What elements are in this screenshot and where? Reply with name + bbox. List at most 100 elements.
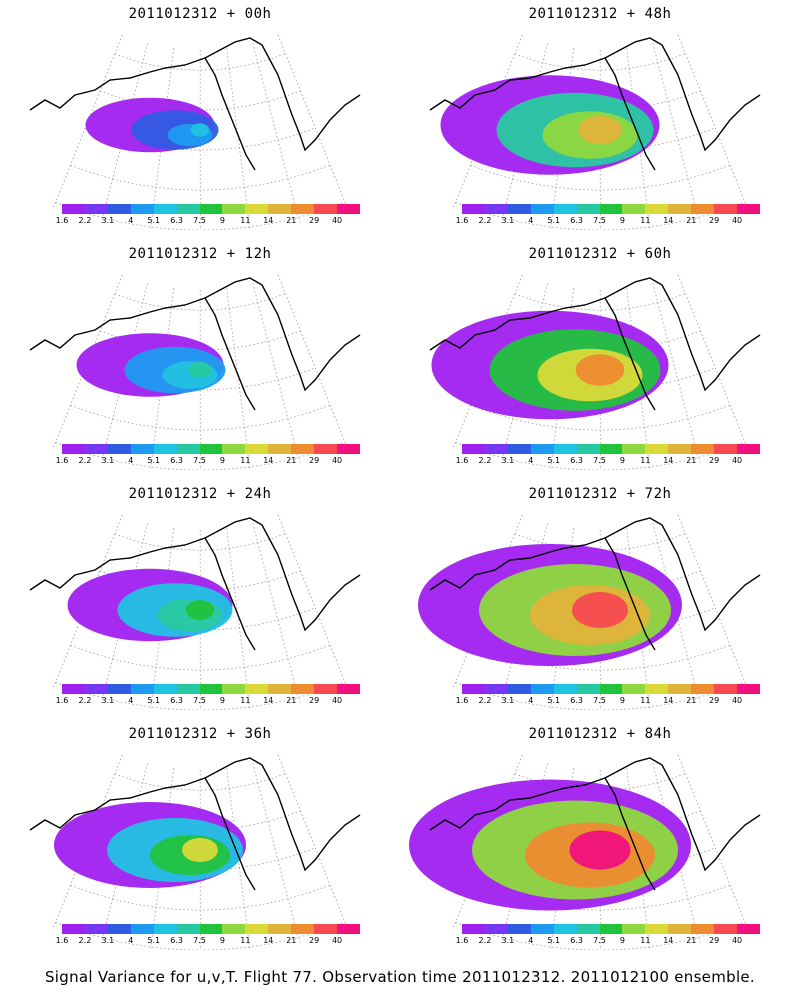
- colorbar-label: 5.1: [547, 216, 561, 225]
- colorbar-swatch: [337, 444, 360, 454]
- colorbar-swatch: [199, 204, 223, 214]
- colorbar-swatch: [530, 204, 554, 214]
- colorbar-swatch: [576, 684, 600, 694]
- colorbar-label: 6.3: [570, 216, 583, 225]
- colorbar-swatch: [314, 204, 338, 214]
- colorbar-swatch: [714, 924, 738, 934]
- variance-field: [67, 568, 233, 642]
- colorbar: [62, 924, 360, 934]
- polar-projection-map: [409, 754, 761, 950]
- meridian-gridline: [277, 514, 348, 687]
- colorbar-swatch: [222, 204, 246, 214]
- latitude-gridline: [114, 293, 286, 311]
- colorbar-swatch: [553, 684, 577, 694]
- variance-field: [431, 310, 669, 420]
- colorbar-swatch: [153, 924, 177, 934]
- colorbar-swatch: [668, 924, 692, 934]
- latitude-gridline: [470, 404, 731, 431]
- latitude-gridline: [455, 921, 746, 950]
- colorbar-label: 4: [128, 696, 134, 705]
- colorbar-swatch: [268, 924, 292, 934]
- colorbar-swatch: [462, 204, 485, 214]
- colorbar-swatch: [507, 924, 531, 934]
- panel-title: 2011012312 + 48h: [528, 6, 672, 22]
- colorbar-label: 1.6: [55, 936, 69, 945]
- colorbar-label: 40: [731, 696, 743, 705]
- colorbar-label: 7.5: [593, 696, 606, 705]
- colorbar-label: 11: [640, 216, 651, 225]
- latitude-gridline: [514, 533, 686, 551]
- colorbar-swatch: [622, 684, 646, 694]
- colorbar-swatch: [645, 444, 669, 454]
- coastline: [29, 277, 361, 411]
- colorbar-swatch: [314, 684, 338, 694]
- colorbar-swatch: [484, 924, 508, 934]
- latitude-gridline: [85, 367, 316, 391]
- colorbar-swatch: [576, 444, 600, 454]
- colorbar-label: 5.1: [547, 936, 561, 945]
- colorbar-swatch: [153, 204, 177, 214]
- colorbar-swatch: [199, 444, 223, 454]
- latitude-gridline: [485, 127, 716, 151]
- colorbar-swatch: [107, 444, 131, 454]
- colorbar-swatch: [462, 444, 485, 454]
- colorbar-swatch: [84, 684, 108, 694]
- colorbar-swatch: [222, 684, 246, 694]
- latitude-gridline: [455, 441, 746, 470]
- colorbar-swatch: [645, 924, 669, 934]
- colorbar-label: 2.2: [478, 456, 492, 465]
- colorbar-label: 5.1: [547, 696, 561, 705]
- colorbar-label: 4: [528, 216, 534, 225]
- colorbar-swatch: [668, 684, 692, 694]
- latitude-gridline: [455, 681, 746, 710]
- colorbar-label: 14: [263, 216, 274, 225]
- colorbar-swatch: [176, 444, 200, 454]
- colorbar-swatch: [107, 924, 131, 934]
- colorbar-label: 7.5: [193, 456, 206, 465]
- latitude-gridline: [99, 90, 301, 111]
- colorbar-label: 2.2: [78, 216, 92, 225]
- colorbar-swatch: [84, 204, 108, 214]
- colorbar-label: 14: [663, 696, 674, 705]
- colorbar-label: 40: [331, 216, 343, 225]
- colorbar-label: 4: [128, 216, 134, 225]
- polar-projection-map: [29, 34, 361, 230]
- colorbar-label: 5.1: [147, 216, 161, 225]
- colorbar-swatch: [153, 684, 177, 694]
- colorbar-label: 14: [663, 216, 674, 225]
- meridian-gridline: [277, 34, 348, 207]
- colorbar-label: 5.1: [147, 696, 161, 705]
- colorbar-swatch: [507, 204, 531, 214]
- variance-field: [85, 97, 219, 153]
- figure-caption: Signal Variance for u,v,T. Flight 77. Ob…: [44, 968, 756, 986]
- polar-projection-map: [429, 34, 761, 230]
- meridian-gridline: [226, 528, 251, 710]
- coastline: [429, 37, 761, 171]
- latitude-gridline: [485, 367, 716, 391]
- colorbar-label: 2.2: [78, 456, 92, 465]
- colorbar-label: 4: [128, 456, 134, 465]
- coastline: [429, 757, 761, 891]
- colorbar-label: 6.3: [570, 696, 583, 705]
- colorbar-swatch: [484, 444, 508, 454]
- colorbar-swatch: [291, 924, 315, 934]
- colorbar-swatch: [714, 684, 738, 694]
- colorbar-label: 5.1: [147, 456, 161, 465]
- forecast-panel: 2011012312 + 24h 1.6 2.2 3.1 4 5.1 6.3 7.5 9 11 14…: [0, 480, 400, 720]
- coastline: [29, 37, 361, 171]
- colorbar-label: 21: [686, 696, 697, 705]
- colorbar-label: 11: [240, 456, 251, 465]
- variance-field: [440, 75, 660, 175]
- colorbar-swatch: [530, 924, 554, 934]
- colorbar-label: 14: [263, 936, 274, 945]
- colorbar-label: 9: [219, 456, 225, 465]
- colorbar-label: 4: [528, 456, 534, 465]
- colorbar-swatch: [599, 684, 623, 694]
- colorbar-swatch: [737, 444, 760, 454]
- polar-projection-map: [29, 514, 361, 710]
- colorbar-label: 3.1: [501, 696, 515, 705]
- colorbar-label: 29: [709, 936, 720, 945]
- colorbar-swatch: [245, 444, 269, 454]
- panel-title: 2011012312 + 72h: [528, 486, 672, 502]
- colorbar-label: 21: [686, 216, 697, 225]
